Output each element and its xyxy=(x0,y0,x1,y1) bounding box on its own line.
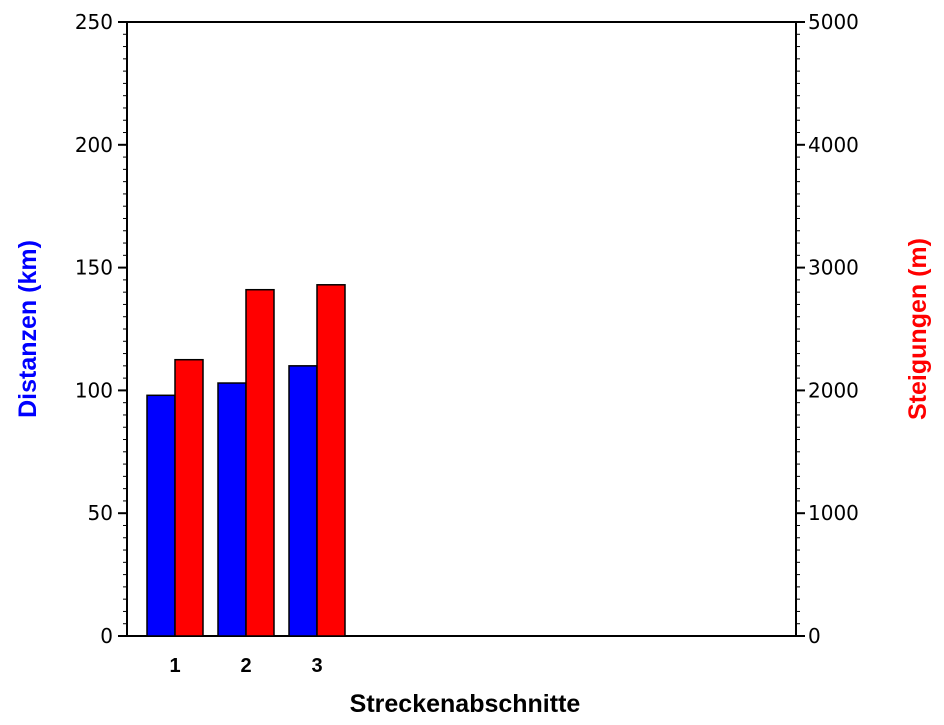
left-axis-ticks: 0 50 100 150 200 250 xyxy=(75,10,127,648)
right-tick-label: 3000 xyxy=(808,256,859,280)
right-tick-label: 4000 xyxy=(808,133,859,157)
x-category-label: 3 xyxy=(311,655,322,677)
left-axis-bar-1 xyxy=(146,394,176,637)
x-category-label: 1 xyxy=(169,655,180,677)
left-tick-label: 100 xyxy=(75,378,113,402)
right-axis-title: Steigungen (m) xyxy=(904,238,932,420)
x-category-labels: 1 2 3 xyxy=(169,655,322,677)
x-category-label: 2 xyxy=(240,655,251,677)
minor-ticks xyxy=(123,21,800,637)
right-tick-label: 0 xyxy=(808,624,821,648)
left-tick-label: 50 xyxy=(88,501,113,525)
left-axis-bar-3 xyxy=(288,365,318,637)
left-tick-label: 150 xyxy=(75,256,113,280)
bars xyxy=(146,284,346,637)
right-tick-label: 5000 xyxy=(808,10,859,34)
right-axis-bar-3 xyxy=(316,284,346,637)
left-axis-title: Distanzen (km) xyxy=(14,240,42,418)
right-axis-ticks: 0 1000 2000 3000 4000 5000 xyxy=(796,10,859,648)
x-axis-title: Streckenabschnitte xyxy=(350,690,581,718)
right-axis-bar-2 xyxy=(245,288,275,637)
left-tick-label: 0 xyxy=(100,624,113,648)
left-axis-bar-2 xyxy=(217,382,247,637)
right-axis-bar-1 xyxy=(174,358,204,637)
right-tick-label: 2000 xyxy=(808,378,859,402)
right-tick-label: 1000 xyxy=(808,501,859,525)
left-tick-label: 200 xyxy=(75,133,113,157)
left-tick-label: 250 xyxy=(75,10,113,34)
